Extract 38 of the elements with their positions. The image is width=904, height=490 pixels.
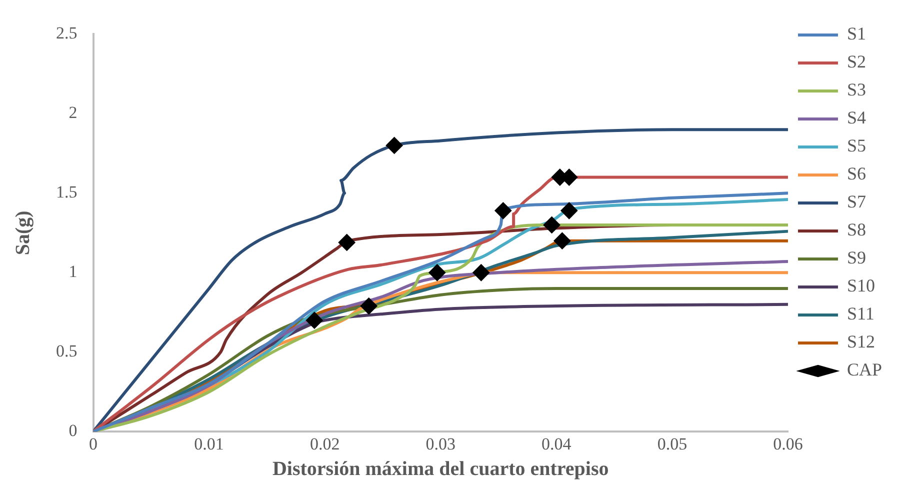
x-tick-label: 0.05 xyxy=(657,434,688,454)
legend-label: S1 xyxy=(846,24,866,44)
legend-label: S5 xyxy=(846,136,866,156)
point xyxy=(494,202,512,220)
legend-label: S12 xyxy=(846,332,875,352)
y-tick-label: 2 xyxy=(68,103,78,122)
point xyxy=(428,264,446,282)
y-axis-title: Sa(g) xyxy=(12,210,34,256)
y-tick-label: 1 xyxy=(68,262,78,282)
x-axis-title: Distorsión máxima del cuarto entrepiso xyxy=(272,458,609,480)
x-tick-label: 0.04 xyxy=(542,434,572,454)
legend-label: CAP xyxy=(846,360,882,380)
x-tick-label: 0.03 xyxy=(426,434,456,454)
point xyxy=(543,216,560,234)
y-tick-label: 2.5 xyxy=(56,24,78,43)
point xyxy=(560,202,578,220)
x-tick-label: 0 xyxy=(89,434,98,454)
legend-label: S6 xyxy=(846,164,866,184)
point xyxy=(554,232,571,250)
legend-label: S4 xyxy=(846,108,866,128)
legend-label: S3 xyxy=(846,80,866,100)
legend-label: S10 xyxy=(846,276,875,296)
point xyxy=(386,136,403,154)
x-tick-label: 0.01 xyxy=(194,434,224,454)
y-tick-label: 0 xyxy=(68,421,78,440)
x-tick-label: 0.02 xyxy=(310,434,340,454)
legend-label: S8 xyxy=(846,220,866,240)
y-tick-label: 1.5 xyxy=(56,182,78,202)
y-tick-label: 0.5 xyxy=(56,342,78,361)
legend-label: S2 xyxy=(846,52,866,72)
point xyxy=(472,264,490,282)
x-tick-label: 0.06 xyxy=(773,434,803,454)
point xyxy=(360,298,378,315)
point xyxy=(306,312,323,329)
legend-label: S11 xyxy=(846,304,874,324)
legend-label: S7 xyxy=(846,192,866,212)
legend-label: S9 xyxy=(846,248,866,268)
point xyxy=(338,234,356,251)
